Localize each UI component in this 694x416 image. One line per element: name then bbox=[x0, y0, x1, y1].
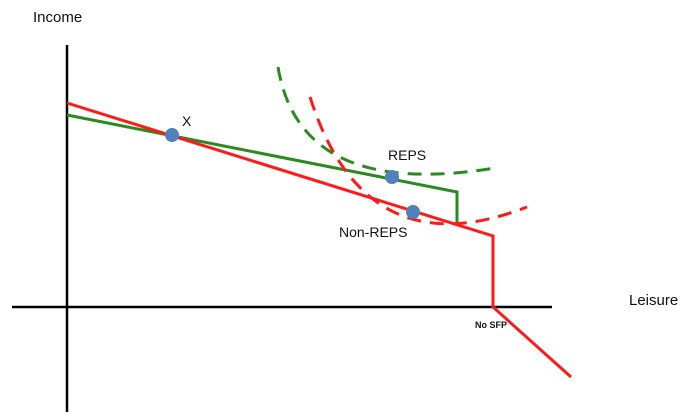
y-axis-label: Income bbox=[33, 9, 82, 26]
point-non-reps-label: Non-REPS bbox=[339, 224, 407, 240]
no-sfp-label: No SFP bbox=[475, 320, 507, 330]
non-reps-budget-line bbox=[66, 101, 573, 379]
point-x-label: X bbox=[182, 113, 192, 129]
reps-budget-line bbox=[66, 113, 459, 222]
reps-indifference-curve bbox=[276, 66, 496, 176]
point-reps-marker bbox=[385, 170, 399, 184]
point-non-reps-marker bbox=[406, 205, 420, 219]
non-reps-indifference-curve bbox=[308, 96, 528, 226]
point-reps-label: REPS bbox=[388, 147, 426, 163]
point-x-marker bbox=[165, 128, 179, 142]
x-axis-label: Leisure bbox=[629, 292, 678, 309]
